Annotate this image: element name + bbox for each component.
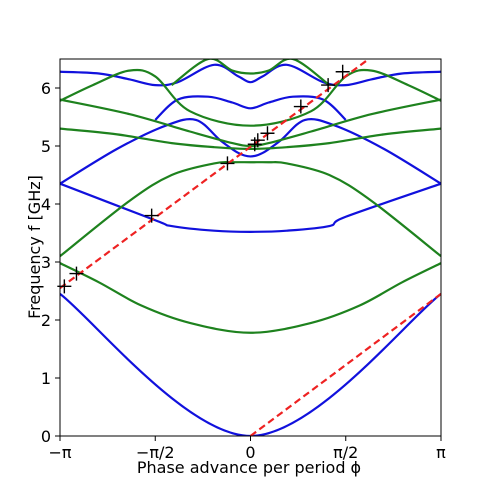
y-tick-label-5: 5 [41, 137, 51, 156]
blue-band-0 [60, 293, 441, 436]
y-axis-ticks: 0 1 2 3 4 5 6 [41, 79, 60, 446]
x-tick-label-4: π [436, 443, 446, 462]
intersection-marker-1 [69, 266, 84, 281]
green-band-5 [60, 262, 441, 334]
y-tick-label-1: 1 [41, 369, 51, 388]
light-line-11 [60, 59, 370, 289]
marker-group [57, 64, 350, 294]
y-axis-label: Frequency f [GHz] [25, 175, 44, 319]
intersection-marker-6 [260, 126, 275, 141]
y-tick-label-6: 6 [41, 79, 51, 98]
y-tick-label-3: 3 [41, 253, 51, 272]
x-tick-label-2: 0 [245, 443, 255, 462]
intersection-marker-7 [293, 99, 308, 114]
y-tick-label-0: 0 [41, 427, 51, 446]
y-tick-label-4: 4 [41, 195, 51, 214]
intersection-marker-5 [250, 133, 265, 148]
x-tick-label-0: −π [48, 443, 71, 462]
plot-frame [59, 58, 442, 437]
intersection-marker-2 [144, 208, 159, 223]
blue-band-4 [60, 63, 441, 87]
x-tick-label-3: π/2 [333, 443, 358, 462]
intersection-marker-8 [321, 78, 336, 93]
blue-band-1 [60, 182, 441, 233]
light-line-12 [249, 293, 441, 436]
y-tick-label-2: 2 [41, 311, 51, 330]
green-band-6 [60, 160, 441, 258]
x-axis-ticks: −π −π/2 0 π/2 π [48, 436, 446, 462]
green-band-9 [60, 68, 441, 127]
x-axis-label: Phase advance per period ϕ [137, 458, 361, 477]
intersection-marker-3 [220, 156, 235, 171]
x-tick-label-1: −π/2 [136, 443, 175, 462]
intersection-marker-9 [335, 64, 350, 79]
blue-band-3 [154, 95, 347, 121]
green-band-7 [60, 127, 441, 151]
green-band-10 [171, 59, 330, 86]
green-band-8 [60, 98, 441, 148]
series-group [60, 59, 441, 436]
blue-band-2 [60, 118, 441, 185]
